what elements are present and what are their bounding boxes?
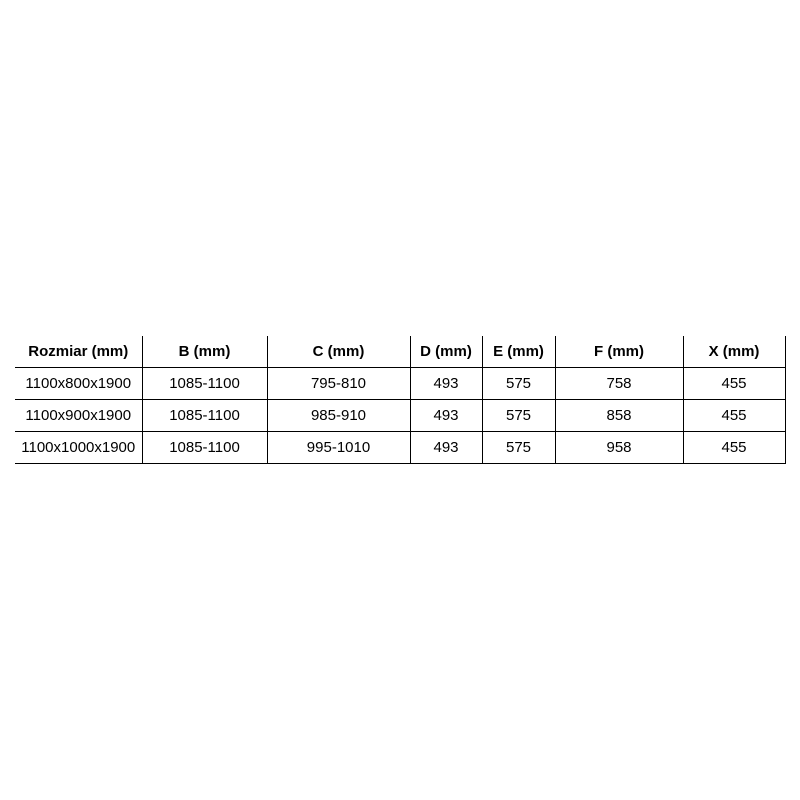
table-cell-d: 493 (409, 367, 483, 400)
table-cell-x: 455 (682, 367, 786, 400)
table-cell-d: 493 (409, 399, 483, 432)
table-cell-f: 958 (554, 431, 684, 464)
column-header-d: D (mm) (409, 336, 483, 368)
table-cell-c: 995-1010 (266, 431, 411, 464)
table-row: 1100x1000x1900 1085-1100 995-1010 493 57… (15, 431, 786, 464)
column-header-e: E (mm) (481, 336, 556, 368)
column-header-c: C (mm) (266, 336, 411, 368)
table-cell-rozmiar: 1100x1000x1900 (15, 431, 143, 464)
table-cell-c: 985-910 (266, 399, 411, 432)
size-spec-table-container: Rozmiar (mm) B (mm) C (mm) D (mm) E (mm)… (15, 336, 786, 464)
table-cell-c: 795-810 (266, 367, 411, 400)
table-cell-x: 455 (682, 431, 786, 464)
table-cell-e: 575 (481, 431, 556, 464)
table-cell-d: 493 (409, 431, 483, 464)
table-cell-f: 858 (554, 399, 684, 432)
column-header-b: B (mm) (141, 336, 268, 368)
table-cell-e: 575 (481, 367, 556, 400)
table-cell-x: 455 (682, 399, 786, 432)
table-header-row: Rozmiar (mm) B (mm) C (mm) D (mm) E (mm)… (15, 336, 786, 368)
table-row: 1100x900x1900 1085-1100 985-910 493 575 … (15, 399, 786, 432)
table-cell-b: 1085-1100 (141, 367, 268, 400)
table-row: 1100x800x1900 1085-1100 795-810 493 575 … (15, 367, 786, 400)
size-spec-table: Rozmiar (mm) B (mm) C (mm) D (mm) E (mm)… (15, 336, 786, 464)
table-cell-f: 758 (554, 367, 684, 400)
column-header-rozmiar: Rozmiar (mm) (15, 336, 143, 368)
table-cell-b: 1085-1100 (141, 431, 268, 464)
table-cell-b: 1085-1100 (141, 399, 268, 432)
table-cell-e: 575 (481, 399, 556, 432)
column-header-x: X (mm) (682, 336, 786, 368)
table-cell-rozmiar: 1100x900x1900 (15, 399, 143, 432)
table-cell-rozmiar: 1100x800x1900 (15, 367, 143, 400)
column-header-f: F (mm) (554, 336, 684, 368)
